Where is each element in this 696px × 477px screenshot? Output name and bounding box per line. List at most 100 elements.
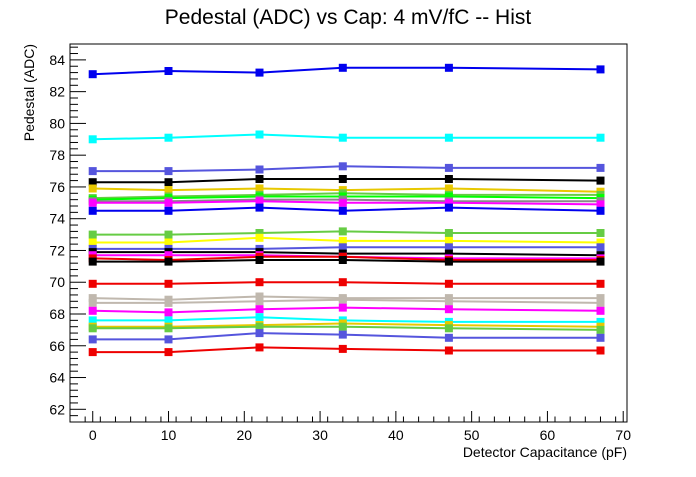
series-line [92,346,601,354]
data-point [164,251,173,260]
x-tick-label: 0 [89,427,97,443]
data-point [596,317,605,326]
x-tick-label: 60 [540,427,556,443]
data-point [88,178,97,187]
series-line [92,133,601,141]
series-line [92,255,601,262]
data-point [164,186,173,195]
series-4 [88,175,605,187]
data-point [164,348,173,357]
data-point [164,133,173,142]
data-point [255,343,264,352]
data-point [596,243,605,252]
data-point [338,133,347,142]
data-point [444,279,453,288]
y-tick-label: 76 [49,179,65,195]
data-point [444,198,453,207]
series-line [92,165,601,173]
data-point [338,303,347,312]
axis-layer: 0 10 20 30 40 50 60 70 62 64 66 68 70 72 74 76 78 80 82 84 [49,46,631,443]
data-point [255,233,264,242]
data-point [164,335,173,344]
data-point [255,197,264,206]
data-point [444,203,453,212]
data-point [444,333,453,342]
data-point [255,329,264,338]
data-point [338,175,347,183]
data-point [338,243,347,252]
data-point [444,184,453,193]
data-point [255,322,264,331]
data-point [444,133,453,142]
data-point [164,230,173,239]
y-tick-label: 74 [49,211,65,227]
data-point [88,279,97,288]
data-point [596,333,605,342]
data-point [338,162,347,171]
data-point [88,167,97,176]
series-line [92,295,601,301]
data-point [596,176,605,185]
series-12 [88,233,605,247]
series-line [92,178,601,184]
series-line [92,281,601,285]
series-line [92,200,601,206]
series-line [92,322,601,328]
data-point [88,335,97,344]
data-point [338,295,347,304]
series-line [92,195,601,201]
y-tick-label: 82 [49,84,65,100]
y-axis-label: Pedestal (ADC) [21,44,37,141]
data-point [255,229,264,237]
data-point [88,135,97,144]
data-point [596,133,605,142]
data-point [88,298,97,307]
data-point [88,324,97,333]
data-point [596,346,605,355]
x-tick-label: 50 [464,427,480,443]
data-point [88,306,97,315]
y-tick-label: 72 [49,242,65,258]
data-point [255,297,264,306]
data-point [88,294,97,303]
data-point [444,257,453,266]
data-point [596,200,605,209]
data-point [444,192,453,201]
data-point [88,184,97,193]
data-point [88,70,97,79]
data-point [255,305,264,314]
series-line [92,206,601,212]
data-point [444,249,453,258]
series-18 [88,278,605,288]
plot-layer [88,63,605,357]
data-point [444,324,453,333]
series-9 [88,197,605,209]
data-point [596,306,605,315]
series-line [92,198,601,203]
series-20 [88,295,605,307]
series-line [92,66,601,76]
data-point [596,294,605,303]
series-3 [88,162,605,176]
data-point [338,344,347,353]
data-point [164,298,173,307]
data-point [88,348,97,357]
data-point [596,238,605,247]
series-17 [88,256,605,266]
series-24 [88,322,605,334]
series-line [92,316,601,323]
data-point [164,308,173,317]
series-1 [88,63,605,79]
data-point [444,305,453,314]
series-line [92,325,601,331]
data-point [255,184,264,193]
data-point [596,206,605,215]
series-line [92,246,601,250]
data-point [338,330,347,339]
data-point [164,238,173,247]
data-point [164,316,173,325]
data-point [88,257,97,266]
y-tick-label: 66 [49,338,65,354]
data-point [596,65,605,74]
